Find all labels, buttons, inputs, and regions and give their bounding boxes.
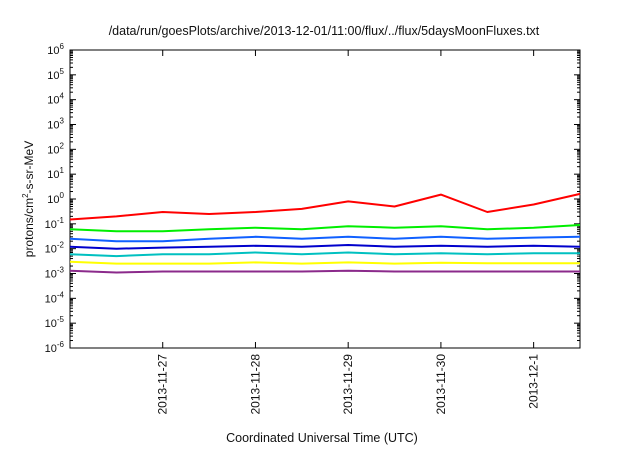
y-tick-label: 106 <box>47 42 64 57</box>
y-tick-label: 102 <box>47 141 64 156</box>
x-tick-label: 2013-11-27 <box>156 354 170 415</box>
x-tick-label: 2013-12-1 <box>527 354 541 409</box>
x-tick-label: 2013-11-28 <box>248 354 262 415</box>
y-axis-label-superscript: 2 <box>21 193 30 198</box>
series-line-2 <box>69 224 581 233</box>
y-axis-label: protons/cm2-s-sr-MeV <box>21 141 36 257</box>
plot-area-border <box>69 49 581 349</box>
x-axis-label: Coordinated Universal Time (UTC) <box>226 431 418 445</box>
x-axis: 2013-11-27 2013-11-28 2013-11-29 2013-11-30… <box>156 50 541 415</box>
series-line-6 <box>69 260 580 265</box>
y-tick-label: 105 <box>47 67 64 82</box>
y-tick-label: 10-3 <box>45 266 65 281</box>
y-tick-label: 100 <box>47 191 64 206</box>
y-axis-label-prefix: protons/cm <box>22 198 36 257</box>
x-tick-label: 2013-11-29 <box>341 354 355 415</box>
y-axis-label-suffix: -s-sr-MeV <box>22 141 36 194</box>
y-tick-label: 101 <box>47 166 64 181</box>
series-line-4 <box>69 244 581 250</box>
y-tick-label: 10-4 <box>45 290 65 305</box>
data-series <box>69 192 581 274</box>
series-line-1 <box>69 192 581 221</box>
y-axis: 10-6 10-5 10-4 10-3 10-2 10-1 100 101 102 103 104 1… <box>45 42 580 355</box>
y-tick-label: 103 <box>47 117 64 132</box>
y-tick-label: 10-1 <box>45 216 65 231</box>
series-line-7 <box>69 269 580 274</box>
y-tick-label: 104 <box>47 92 64 107</box>
series-line-5 <box>69 251 580 258</box>
series-line-3 <box>69 235 581 243</box>
y-tick-label: 10-2 <box>45 241 65 256</box>
y-tick-label: 10-6 <box>45 340 65 355</box>
chart-title: /data/run/goesPlots/archive/2013-12-01/1… <box>109 24 540 38</box>
y-tick-label: 10-5 <box>45 315 65 330</box>
x-tick-label: 2013-11-30 <box>434 354 448 415</box>
